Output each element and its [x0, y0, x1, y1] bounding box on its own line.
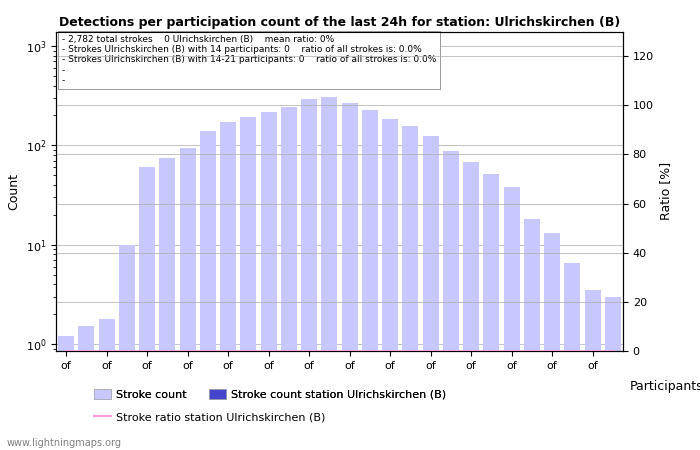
Bar — [382, 119, 398, 450]
Bar — [179, 148, 196, 450]
Bar — [463, 162, 480, 450]
Text: www.lightningmaps.org: www.lightningmaps.org — [7, 438, 122, 448]
Bar — [584, 290, 601, 450]
Text: Participants: Participants — [630, 380, 700, 393]
Bar — [605, 297, 621, 450]
Bar — [78, 327, 95, 450]
Title: Detections per participation count of the last 24h for station: Ulrichskirchen (: Detections per participation count of th… — [59, 16, 620, 29]
Y-axis label: Count: Count — [7, 173, 20, 210]
Bar — [362, 110, 378, 450]
Bar — [99, 319, 115, 450]
Bar — [564, 263, 580, 450]
Bar — [281, 107, 297, 450]
Bar — [160, 158, 176, 450]
Bar — [443, 151, 459, 450]
Bar — [342, 104, 358, 450]
Bar — [240, 117, 256, 450]
Legend: Stroke count, Stroke count station Ulrichskirchen (B): Stroke count, Stroke count station Ulric… — [90, 384, 451, 404]
Bar — [301, 99, 317, 450]
Bar — [220, 122, 236, 450]
Bar — [402, 126, 419, 450]
Bar — [321, 97, 337, 450]
Bar — [503, 187, 519, 450]
Y-axis label: Ratio [%]: Ratio [%] — [659, 162, 673, 220]
Bar — [423, 136, 439, 450]
Text: - 2,782 total strokes    0 Ulrichskirchen (B)    mean ratio: 0%
- Strokes Ulrich: - 2,782 total strokes 0 Ulrichskirchen (… — [62, 35, 436, 86]
Bar — [483, 174, 500, 450]
Legend: Stroke ratio station Ulrichskirchen (B): Stroke ratio station Ulrichskirchen (B) — [90, 407, 330, 427]
Bar — [139, 167, 155, 450]
Bar — [58, 336, 74, 450]
Bar — [544, 234, 560, 450]
Bar — [260, 112, 276, 450]
Bar — [524, 219, 540, 450]
Bar — [119, 245, 135, 450]
Bar — [199, 131, 216, 450]
